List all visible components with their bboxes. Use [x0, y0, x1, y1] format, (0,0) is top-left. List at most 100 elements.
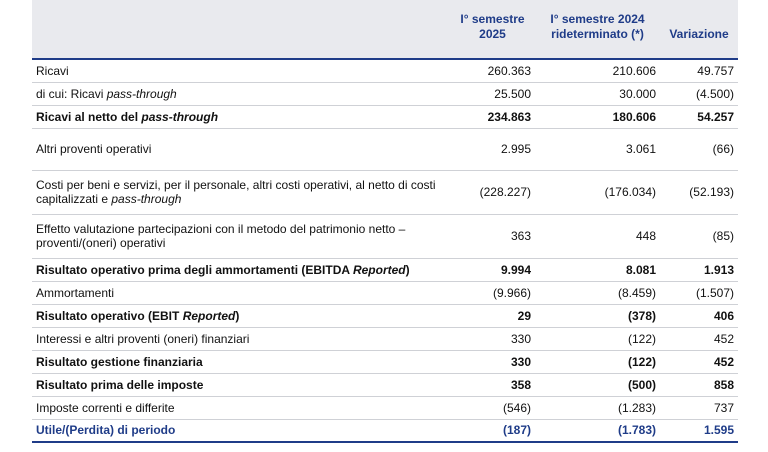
cell-value: 406	[660, 304, 738, 328]
row-label: di cui: Ricavi pass-through	[32, 82, 450, 106]
cell-value: 180.606	[535, 105, 660, 129]
label-part: Risultato prima delle imposte	[36, 377, 204, 392]
cell-value: 54.257	[660, 105, 738, 129]
cell-value: 330	[450, 350, 535, 374]
table-body: Ricavi 260.363 210.606 49.757 di cui: Ricavi…	[32, 59, 738, 443]
cell-value: (85)	[660, 214, 738, 259]
label-part: Reported	[352, 262, 406, 277]
column-header-line: 2025	[479, 27, 506, 41]
cell-value: (122)	[535, 327, 660, 351]
cell-value: (378)	[535, 304, 660, 328]
label-part: Risultato gestione finanziaria	[36, 354, 203, 369]
cell-value: (187)	[450, 419, 535, 443]
column-header-line: rideterminato (*)	[551, 27, 644, 41]
cell-value: 8.081	[535, 258, 660, 282]
row-label: Risultato gestione finanziaria	[32, 350, 450, 374]
label-part: Ricavi al netto del	[36, 109, 142, 124]
label-part: Reported	[182, 308, 236, 323]
label-part: Ammortamenti	[36, 285, 115, 300]
table-row: Risultato operativo prima degli ammortam…	[32, 258, 738, 282]
row-label: Interessi e altri proventi (oneri) finan…	[32, 327, 450, 351]
label-part: pass-through	[141, 109, 219, 124]
column-header-line: I° semestre	[460, 12, 525, 26]
cell-value: (8.459)	[535, 281, 660, 305]
cell-value: 448	[535, 214, 660, 259]
header-row: I° semestre 2025 I° semestre 2024 ridetermi…	[32, 0, 738, 60]
label-part: Interessi e altri proventi (oneri) finan…	[36, 331, 250, 346]
label-part: )	[235, 308, 240, 323]
table-row: Interessi e altri proventi (oneri) finan…	[32, 327, 738, 351]
column-header-line: Variazione	[669, 27, 729, 41]
cell-value: (1.783)	[535, 419, 660, 443]
row-label: Ricavi al netto del pass-through	[32, 105, 450, 129]
cell-value: (500)	[535, 373, 660, 397]
row-label: Risultato operativo prima degli ammortam…	[32, 258, 450, 282]
table-row: Risultato gestione finanziaria 330 (122) 45…	[32, 350, 738, 374]
cell-value: (546)	[450, 396, 535, 420]
column-header: Variazione	[660, 0, 738, 60]
cell-value: 1.595	[660, 419, 738, 443]
cell-value: 452	[660, 350, 738, 374]
label-part: pass-through	[111, 192, 182, 206]
label-part: Altri proventi operativi	[36, 142, 152, 156]
table-row: Risultato prima delle imposte 358 (500) 858	[32, 373, 738, 397]
cell-value: (4.500)	[660, 82, 738, 106]
table-row: Risultato operativo (EBIT Reported) 29 (37…	[32, 304, 738, 328]
cell-value: 25.500	[450, 82, 535, 106]
table-row: Ricavi al netto del pass-through 234.863 1…	[32, 105, 738, 129]
cell-value: 2.995	[450, 128, 535, 171]
label-part: Effetto valutazione partecipazioni con i…	[36, 222, 406, 250]
header-blank	[32, 0, 450, 60]
table-row: Altri proventi operativi 2.995 3.061 (66)	[32, 128, 738, 171]
column-header-line: I° semestre 2024	[550, 12, 645, 26]
table-row: Costi per beni e servizi, per il persona…	[32, 170, 738, 215]
table-row: di cui: Ricavi pass-through 25.500 30.000(…	[32, 82, 738, 106]
cell-value: 260.363	[450, 59, 535, 83]
cell-value: 29	[450, 304, 535, 328]
cell-value: (1.507)	[660, 281, 738, 305]
cell-value: 737	[660, 396, 738, 420]
table-row: Imposte correnti e differite (546) (1.283)…	[32, 396, 738, 420]
row-label: Altri proventi operativi	[32, 128, 450, 171]
table-row: Ammortamenti (9.966) (8.459) (1.507)	[32, 281, 738, 305]
row-label: Ammortamenti	[32, 281, 450, 305]
table-row: Utile/(Perdita) di periodo (187) (1.783) 1.…	[32, 419, 738, 443]
label-part: Ricavi	[36, 63, 69, 78]
cell-value: 30.000	[535, 82, 660, 106]
row-label: Costi per beni e servizi, per il persona…	[32, 170, 450, 215]
row-label: Utile/(Perdita) di periodo	[32, 419, 450, 443]
row-label: Effetto valutazione partecipazioni con i…	[32, 214, 450, 259]
cell-value: 3.061	[535, 128, 660, 171]
label-part: Risultato operativo prima degli ammortam…	[36, 262, 353, 277]
cell-value: (122)	[535, 350, 660, 374]
cell-value: 858	[660, 373, 738, 397]
row-label: Ricavi	[32, 59, 450, 83]
cell-value: 9.994	[450, 258, 535, 282]
row-label: Imposte correnti e differite	[32, 396, 450, 420]
cell-value: 358	[450, 373, 535, 397]
cell-value: 452	[660, 327, 738, 351]
row-label: Risultato prima delle imposte	[32, 373, 450, 397]
label-part: Risultato operativo (EBIT	[36, 308, 183, 323]
table-header: I° semestre 2025 I° semestre 2024 ridetermi…	[32, 0, 738, 60]
label-part: Imposte correnti e differite	[36, 400, 175, 415]
cell-value: (66)	[660, 128, 738, 171]
cell-value: (176.034)	[535, 170, 660, 215]
column-header: I° semestre 2024 rideterminato (*)	[535, 0, 660, 60]
cell-value: (52.193)	[660, 170, 738, 215]
cell-value: (228.227)	[450, 170, 535, 215]
cell-value: (9.966)	[450, 281, 535, 305]
cell-value: (1.283)	[535, 396, 660, 420]
label-part: Costi per beni e servizi, per il persona…	[36, 178, 436, 206]
cell-value: 1.913	[660, 258, 738, 282]
label-part: Utile/(Perdita) di periodo	[36, 423, 176, 438]
cell-value: 49.757	[660, 59, 738, 83]
cell-value: 210.606	[535, 59, 660, 83]
label-part: )	[405, 262, 410, 277]
cell-value: 363	[450, 214, 535, 259]
label-part: pass-through	[106, 86, 177, 101]
table-row: Ricavi 260.363 210.606 49.757	[32, 59, 738, 83]
cell-value: 330	[450, 327, 535, 351]
